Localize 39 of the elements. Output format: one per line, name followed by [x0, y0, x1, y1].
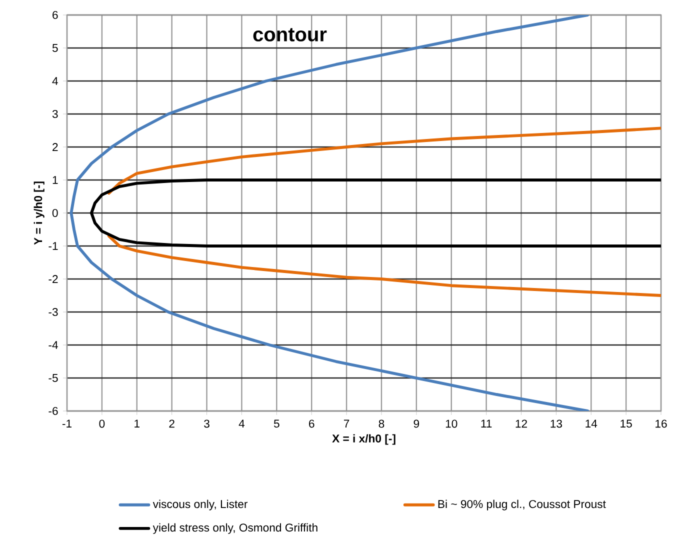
legend-label: yield stress only, Osmond Griffith	[152, 523, 318, 534]
x-tick-label: 12	[516, 420, 527, 428]
x-tick-label: 0	[99, 420, 105, 428]
y-tick-label: -6	[48, 407, 58, 416]
x-tick-label: 2	[169, 420, 174, 428]
y-tick-label: 4	[52, 77, 58, 85]
x-tick-label: 10	[446, 420, 458, 428]
chart-title: contour	[253, 28, 327, 42]
y-tick-label: -4	[48, 341, 58, 349]
x-tick-label: 15	[620, 420, 632, 428]
y-tick-label: 0	[52, 208, 58, 218]
y-tick-label: 3	[52, 110, 58, 118]
y-tick-label: 2	[52, 143, 58, 151]
x-tick-label: 6	[309, 420, 314, 428]
x-tick-label: 13	[550, 420, 562, 428]
x-tick-label: 7	[344, 420, 350, 428]
y-tick-label: -5	[48, 374, 58, 382]
y-tick-label: -2	[48, 275, 58, 283]
x-tick-label: 8	[378, 420, 384, 428]
legend-label: viscous only, Lister	[152, 500, 248, 510]
y-tick-label: 5	[52, 44, 58, 52]
x-tick-label: 16	[656, 420, 667, 428]
x-tick-label: 3	[204, 420, 210, 428]
y-axis-title: Y = i y/h0 [-]	[34, 182, 44, 245]
y-tick-label: -1	[48, 242, 58, 250]
y-tick-label: -3	[48, 308, 58, 316]
y-tick-label: 1	[52, 176, 58, 184]
x-tick-label: 5	[274, 420, 280, 428]
x-tick-label: 9	[414, 420, 420, 428]
x-tick-label: 4	[238, 420, 245, 428]
line-series	[70, 15, 590, 411]
x-tick-label: 14	[586, 420, 598, 428]
x-tick-label: 11	[481, 420, 492, 428]
line-series	[90, 178, 662, 248]
legend-label: Bi ~ 90% plug cl., Coussot Proust	[438, 500, 606, 510]
x-tick-label: -1	[62, 420, 72, 428]
y-tick-label: 6	[52, 10, 58, 20]
x-tick-label: 1	[134, 420, 140, 428]
x-axis-title: X = i x/h0 [-]	[332, 434, 396, 445]
